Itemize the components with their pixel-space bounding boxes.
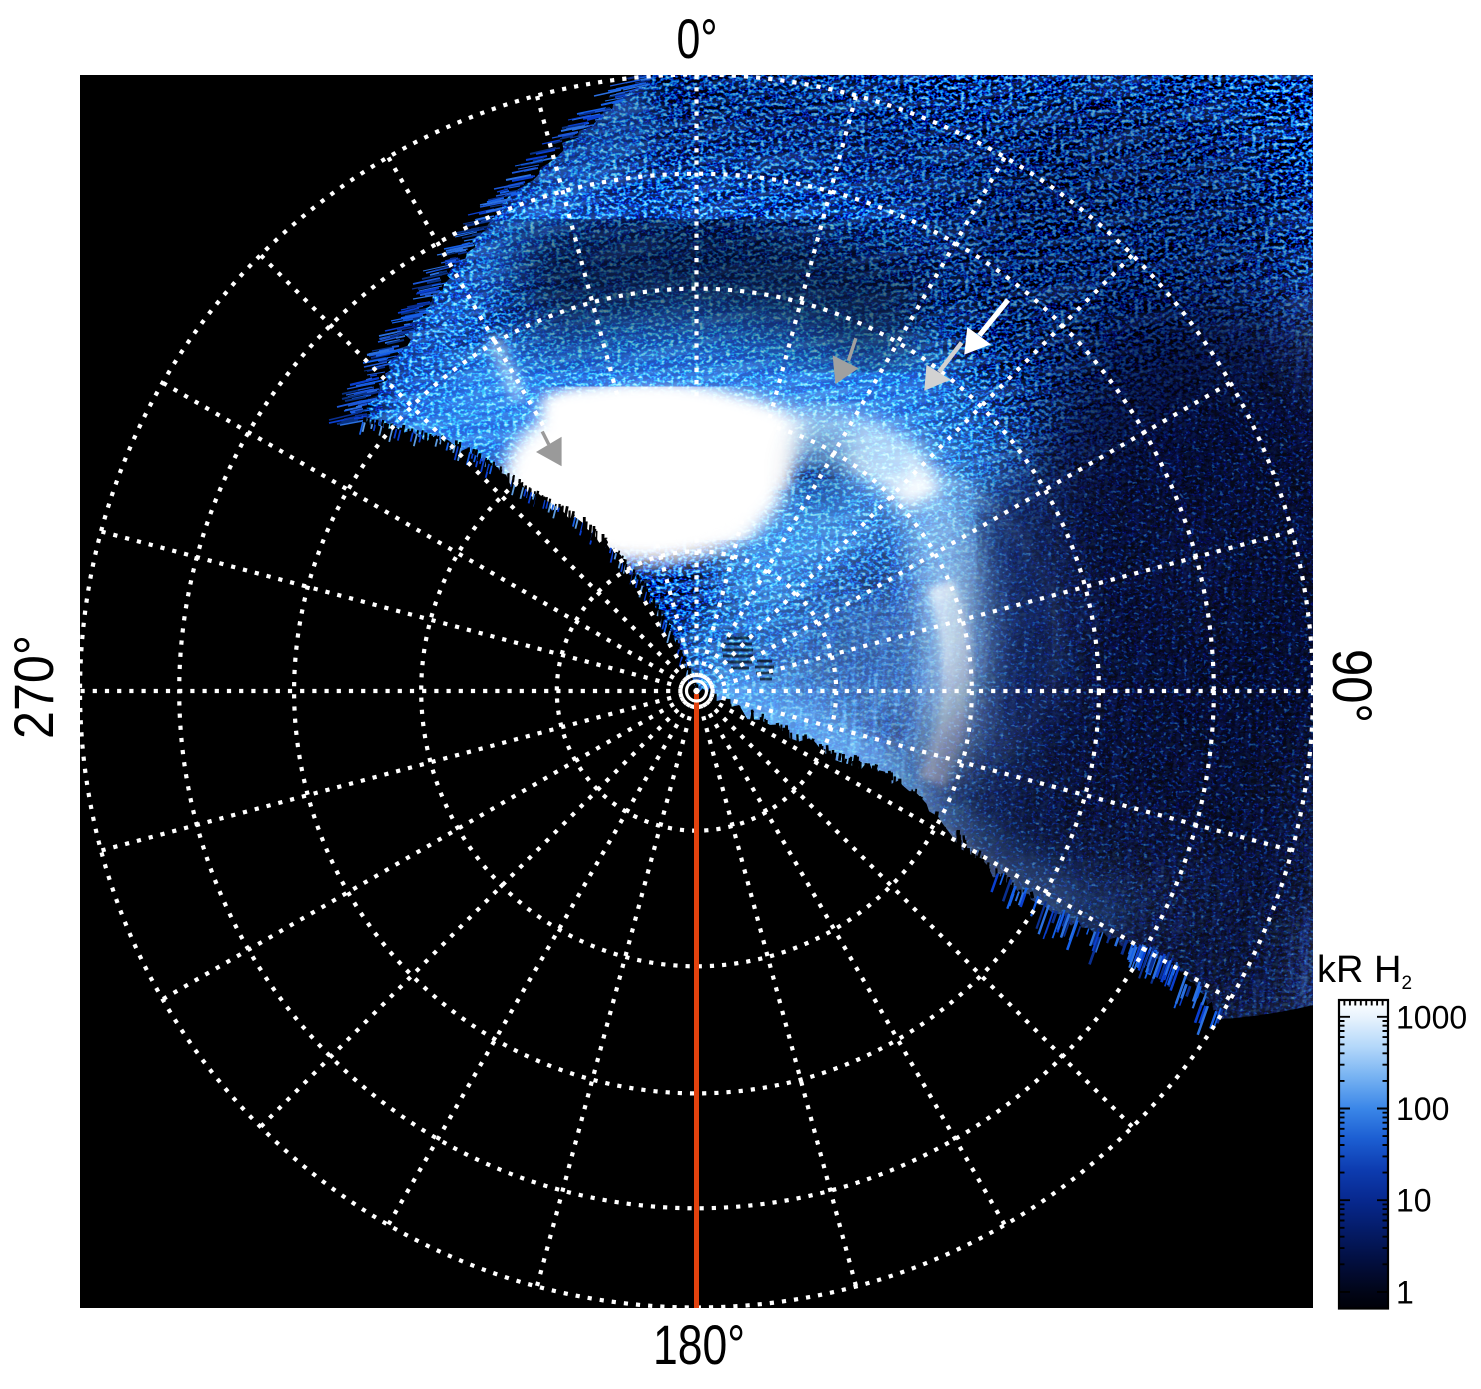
svg-text:270°: 270° <box>2 635 65 739</box>
svg-text:1: 1 <box>1396 1274 1414 1310</box>
svg-text:100: 100 <box>1396 1091 1449 1127</box>
svg-text:90°: 90° <box>1321 649 1384 723</box>
svg-text:1000: 1000 <box>1396 999 1467 1035</box>
svg-text:kR H2: kR H2 <box>1317 949 1412 994</box>
svg-text:180°: 180° <box>653 1313 745 1376</box>
svg-text:10: 10 <box>1396 1183 1432 1219</box>
svg-text:0°: 0° <box>677 7 718 70</box>
